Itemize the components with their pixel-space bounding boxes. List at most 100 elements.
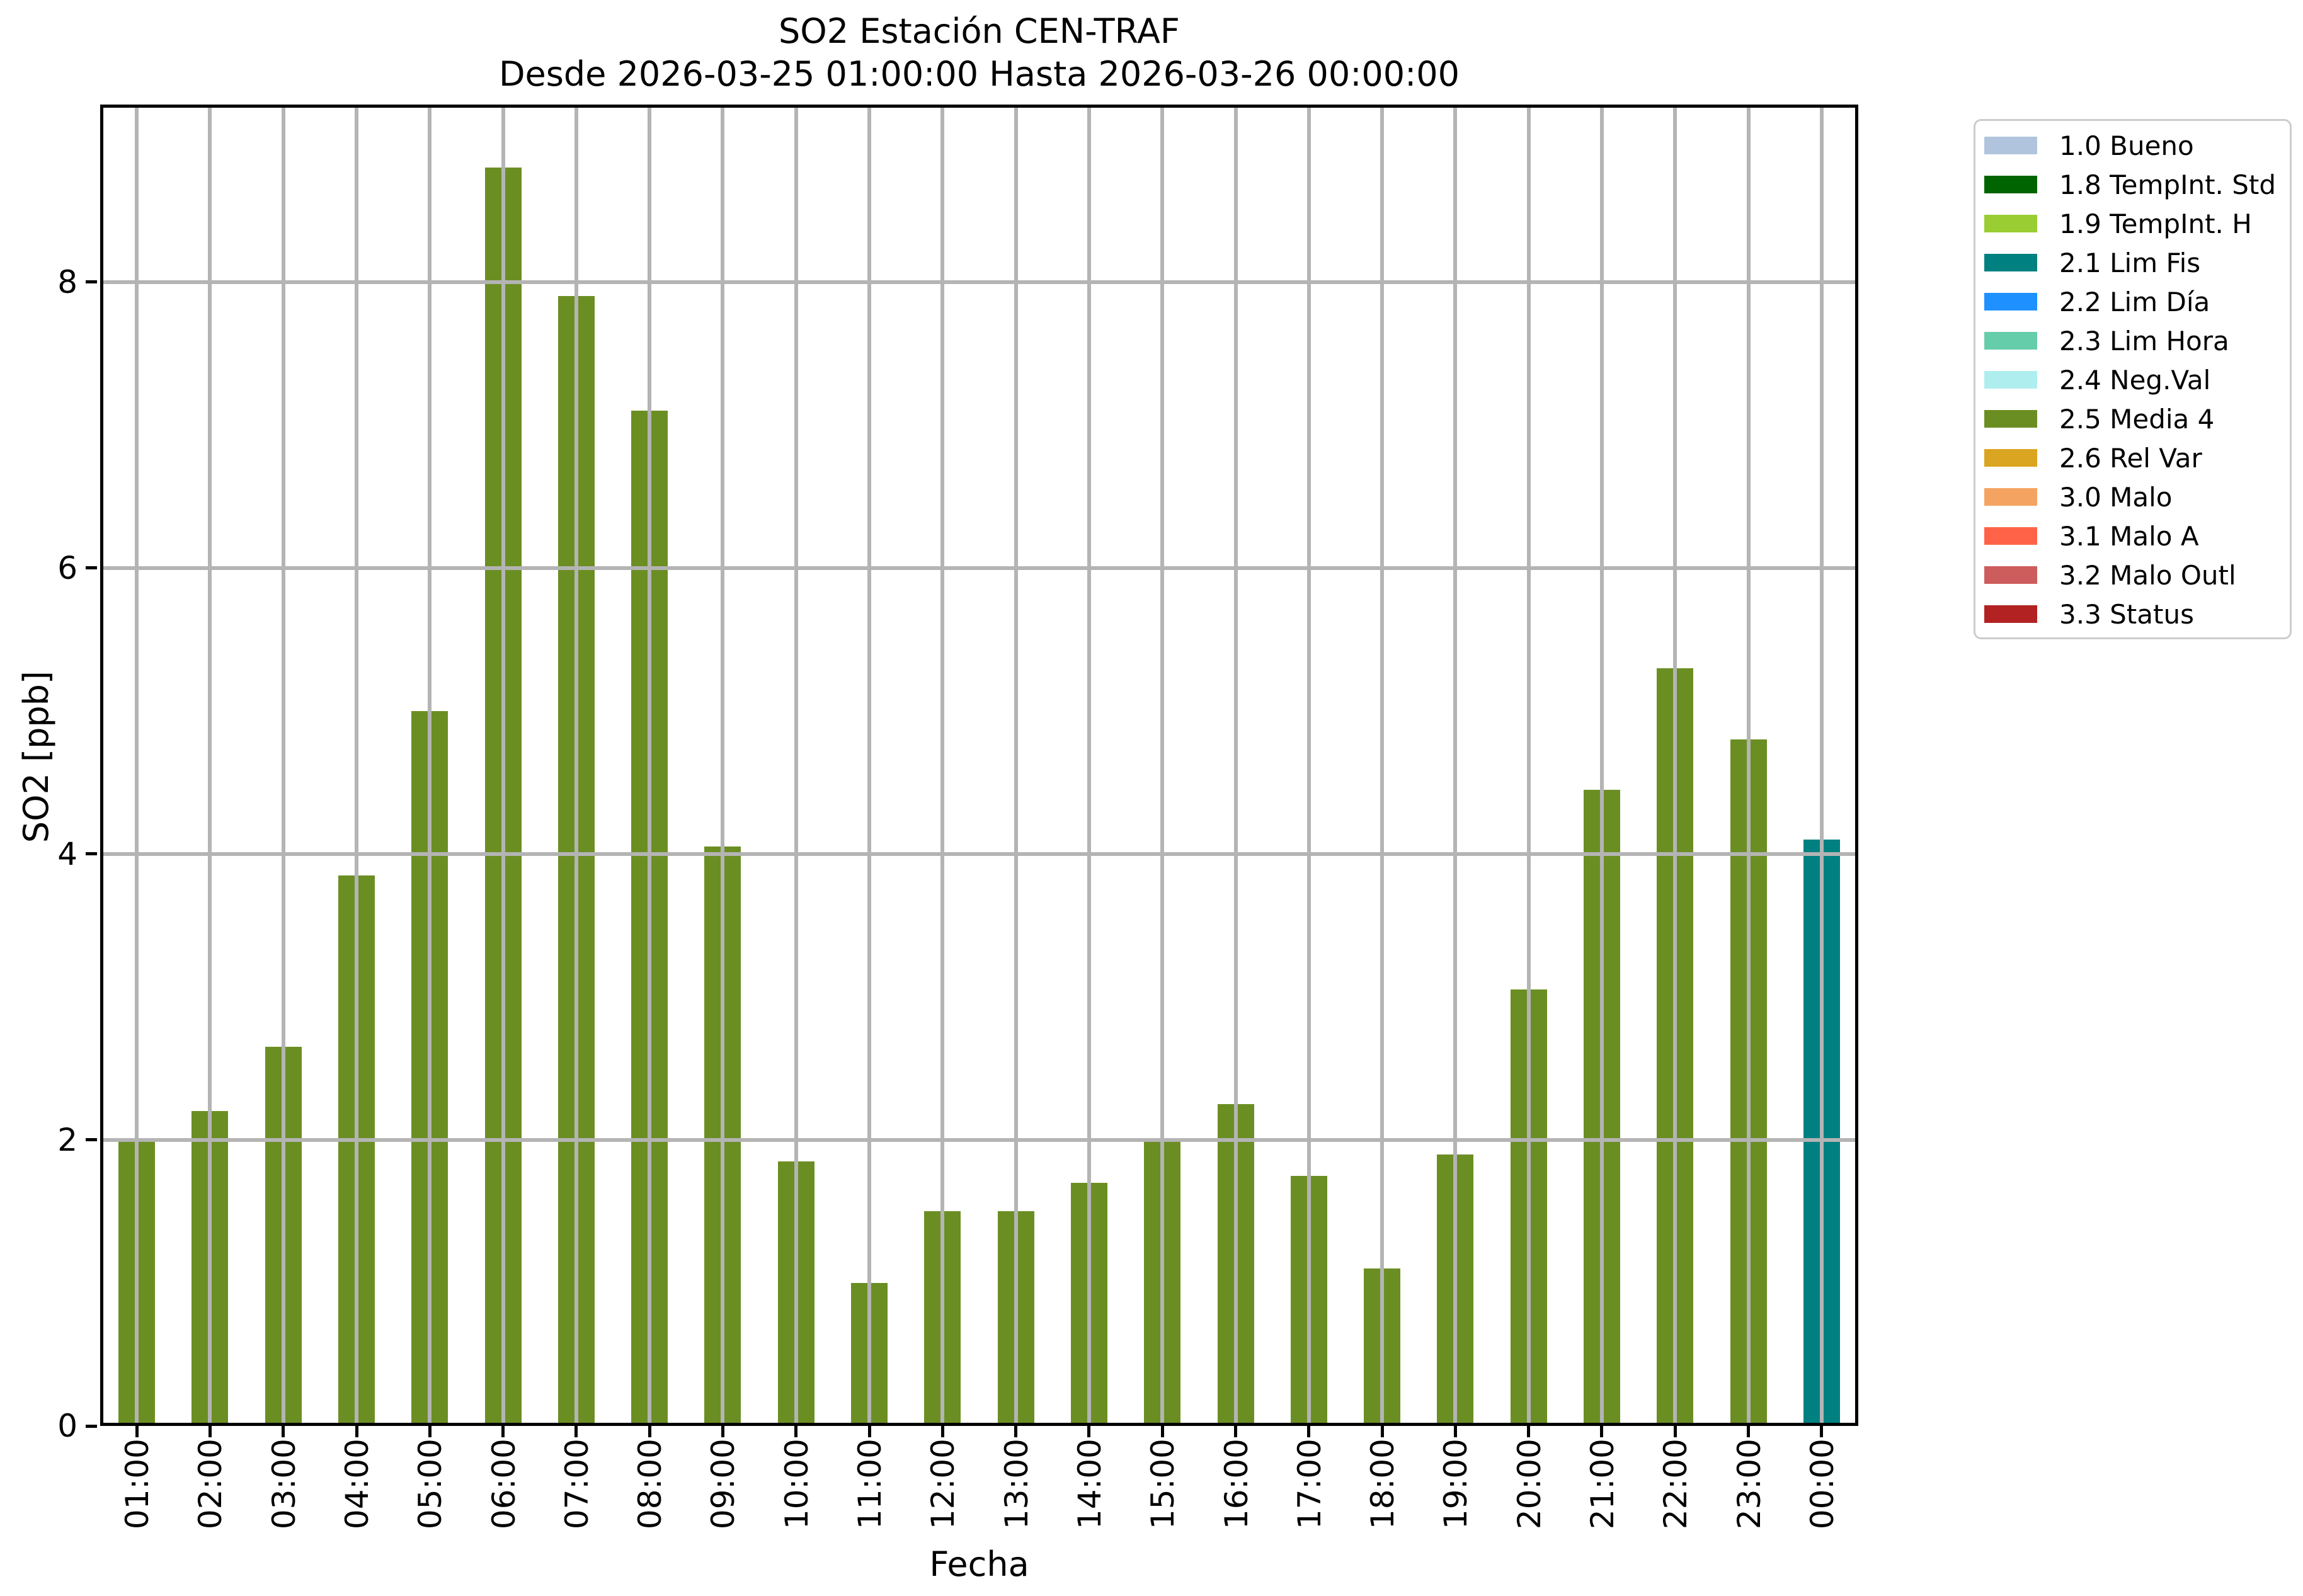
x-tick-04:00: [355, 1426, 358, 1437]
legend-label-3.3 Status: 3.3 Status: [2059, 598, 2194, 630]
x-tick-01:00: [135, 1426, 139, 1437]
legend-label-2.2 Lim Día: 2.2 Lim Día: [2059, 286, 2210, 317]
x-tick-label-10:00: 10:00: [778, 1439, 815, 1530]
x-tick-00:00: [1820, 1426, 1824, 1437]
chart-title-line2: Desde 2026-03-25 01:00:00 Hasta 2026-03-…: [498, 54, 1460, 94]
x-tick-label-12:00: 12:00: [925, 1439, 962, 1530]
legend-row-3.3 Status: 3.3 Status: [1984, 595, 2281, 634]
v-gridline-17:00: [1306, 105, 1311, 1426]
v-gridline-02:00: [208, 105, 212, 1426]
x-tick-10:00: [794, 1426, 798, 1437]
x-tick-label-01:00: 01:00: [119, 1439, 156, 1530]
x-tick-11:00: [867, 1426, 871, 1437]
x-tick-label-04:00: 04:00: [339, 1439, 376, 1530]
x-tick-label-08:00: 08:00: [632, 1439, 669, 1530]
legend-row-1.8 TempInt. Std: 1.8 TempInt. Std: [1984, 165, 2281, 204]
legend-row-3.1 Malo A: 3.1 Malo A: [1984, 516, 2281, 556]
legend-swatch-2.1 Lim Fis: [1984, 254, 2037, 271]
legend-swatch-1.8 TempInt. Std: [1984, 176, 2037, 193]
legend-label-2.5 Media 4: 2.5 Media 4: [2059, 403, 2215, 435]
legend-swatch-2.3 Lim Hora: [1984, 332, 2037, 350]
x-tick-label-02:00: 02:00: [192, 1439, 229, 1530]
x-tick-22:00: [1673, 1426, 1677, 1437]
x-tick-09:00: [721, 1426, 724, 1437]
chart-title-line1: SO2 Estación CEN-TRAF: [778, 11, 1180, 51]
v-gridline-08:00: [648, 105, 652, 1426]
x-tick-label-22:00: 22:00: [1657, 1439, 1694, 1530]
legend-label-1.9 TempInt. H: 1.9 TempInt. H: [2059, 208, 2252, 239]
v-gridline-18:00: [1380, 105, 1385, 1426]
x-tick-label-15:00: 15:00: [1145, 1439, 1182, 1530]
x-tick-label-18:00: 18:00: [1364, 1439, 1402, 1530]
x-tick-label-16:00: 16:00: [1218, 1439, 1255, 1530]
legend-label-2.4 Neg.Val: 2.4 Neg.Val: [2059, 364, 2211, 396]
x-tick-label-20:00: 20:00: [1511, 1439, 1548, 1530]
legend-row-1.0 Bueno: 1.0 Bueno: [1984, 126, 2281, 165]
legend-label-3.1 Malo A: 3.1 Malo A: [2059, 520, 2199, 552]
x-tick-23:00: [1747, 1426, 1751, 1437]
y-tick-label-2: 2: [57, 1121, 77, 1158]
legend-swatch-3.2 Malo Outl: [1984, 566, 2037, 584]
legend-row-2.6 Rel Var: 2.6 Rel Var: [1984, 438, 2281, 477]
v-gridline-07:00: [574, 105, 578, 1426]
v-gridline-16:00: [1233, 105, 1238, 1426]
v-gridline-20:00: [1526, 105, 1531, 1426]
x-tick-02:00: [208, 1426, 212, 1437]
x-tick-label-17:00: 17:00: [1291, 1439, 1328, 1530]
x-tick-label-14:00: 14:00: [1071, 1439, 1108, 1530]
y-tick-label-4: 4: [57, 835, 77, 872]
legend-row-2.2 Lim Día: 2.2 Lim Día: [1984, 282, 2281, 321]
legend-swatch-3.0 Malo: [1984, 488, 2037, 506]
y-axis-label: SO2 [ppb]: [16, 671, 56, 843]
x-tick-label-09:00: 09:00: [705, 1439, 742, 1530]
legend-label-3.0 Malo: 3.0 Malo: [2059, 481, 2173, 513]
legend-row-2.3 Lim Hora: 2.3 Lim Hora: [1984, 321, 2281, 360]
legend-label-2.6 Rel Var: 2.6 Rel Var: [2059, 442, 2202, 474]
x-tick-label-23:00: 23:00: [1730, 1439, 1768, 1530]
h-gridline-6: [100, 566, 1858, 570]
v-gridline-15:00: [1160, 105, 1165, 1426]
x-tick-12:00: [940, 1426, 944, 1437]
x-tick-label-05:00: 05:00: [412, 1439, 449, 1530]
h-gridline-4: [100, 852, 1858, 856]
y-tick-label-6: 6: [57, 549, 77, 586]
v-gridline-22:00: [1673, 105, 1677, 1426]
v-gridline-06:00: [501, 105, 505, 1426]
x-tick-14:00: [1087, 1426, 1091, 1437]
legend-swatch-1.9 TempInt. H: [1984, 215, 2037, 232]
x-tick-19:00: [1453, 1426, 1457, 1437]
v-gridline-05:00: [428, 105, 432, 1426]
x-tick-15:00: [1160, 1426, 1164, 1437]
v-gridline-13:00: [1014, 105, 1018, 1426]
v-gridline-09:00: [721, 105, 725, 1426]
v-gridline-21:00: [1599, 105, 1604, 1426]
legend-swatch-2.6 Rel Var: [1984, 449, 2037, 467]
legend-swatch-1.0 Bueno: [1984, 137, 2037, 154]
v-gridline-10:00: [794, 105, 798, 1426]
h-gridline-2: [100, 1137, 1858, 1142]
x-tick-17:00: [1307, 1426, 1311, 1437]
x-tick-label-06:00: 06:00: [485, 1439, 522, 1530]
legend-row-3.2 Malo Outl: 3.2 Malo Outl: [1984, 556, 2281, 595]
x-axis-label: Fecha: [929, 1544, 1029, 1584]
legend-swatch-2.4 Neg.Val: [1984, 371, 2037, 389]
x-tick-label-21:00: 21:00: [1584, 1439, 1621, 1530]
legend-label-2.3 Lim Hora: 2.3 Lim Hora: [2059, 325, 2229, 356]
x-tick-03:00: [282, 1426, 285, 1437]
v-gridline-01:00: [135, 105, 139, 1426]
plot-area: [0, 0, 1758, 1321]
y-tick-8: [86, 280, 97, 284]
legend-swatch-2.5 Media 4: [1984, 410, 2037, 428]
v-gridline-12:00: [940, 105, 945, 1426]
x-tick-05:00: [428, 1426, 431, 1437]
v-gridline-19:00: [1453, 105, 1458, 1426]
x-tick-label-11:00: 11:00: [852, 1439, 889, 1530]
v-gridline-23:00: [1746, 105, 1751, 1426]
legend-swatch-3.1 Malo A: [1984, 527, 2037, 545]
h-gridline-8: [100, 280, 1858, 284]
v-gridline-11:00: [867, 105, 872, 1426]
legend-row-2.1 Lim Fis: 2.1 Lim Fis: [1984, 243, 2281, 282]
legend-swatch-2.2 Lim Día: [1984, 293, 2037, 311]
legend-row-3.0 Malo: 3.0 Malo: [1984, 477, 2281, 516]
